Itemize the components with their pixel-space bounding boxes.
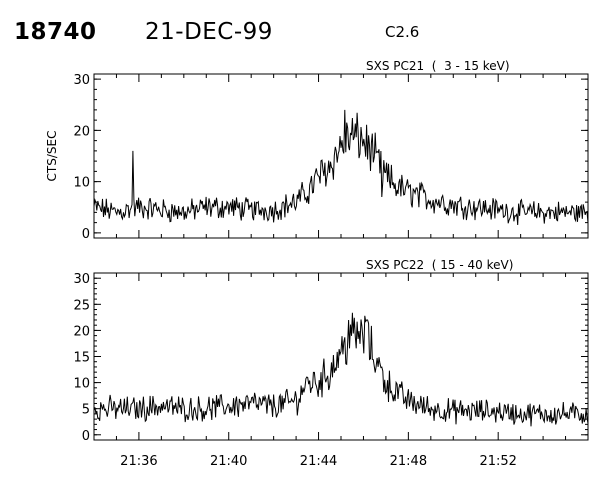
flare-class: C2.6 [385, 23, 420, 41]
x-tick-label: 21:44 [300, 454, 337, 469]
y-tick-label: 25 [73, 298, 90, 313]
y-tick-label: 20 [73, 324, 90, 339]
y-tick-label: 20 [73, 124, 90, 139]
panel2-title: SXS PC22 ( 15 - 40 keV) [366, 258, 514, 272]
x-tick-label: 21:48 [390, 454, 427, 469]
y-axis-label: CTS/SEC [45, 131, 59, 182]
panel1-frame [93, 73, 589, 239]
y-tick-label: 10 [73, 377, 90, 392]
panel2-series-line [93, 312, 589, 427]
x-tick-label: 21:36 [120, 454, 157, 469]
x-tick-label: 21:40 [210, 454, 247, 469]
y-tick-label: 5 [82, 403, 90, 418]
y-tick-label: 10 [73, 176, 90, 191]
event-number: 18740 [14, 19, 97, 45]
y-tick-label: 0 [82, 429, 90, 444]
y-tick-label: 15 [73, 351, 90, 366]
panel1-series-line [93, 109, 589, 226]
y-tick-label: 30 [73, 272, 90, 287]
y-tick-label: 0 [82, 227, 90, 242]
x-tick-label: 21:52 [479, 454, 516, 469]
panel1-title: SXS PC21 ( 3 - 15 keV) [366, 59, 510, 73]
y-tick-label: 30 [73, 73, 90, 88]
event-date: 21-DEC-99 [145, 19, 273, 45]
